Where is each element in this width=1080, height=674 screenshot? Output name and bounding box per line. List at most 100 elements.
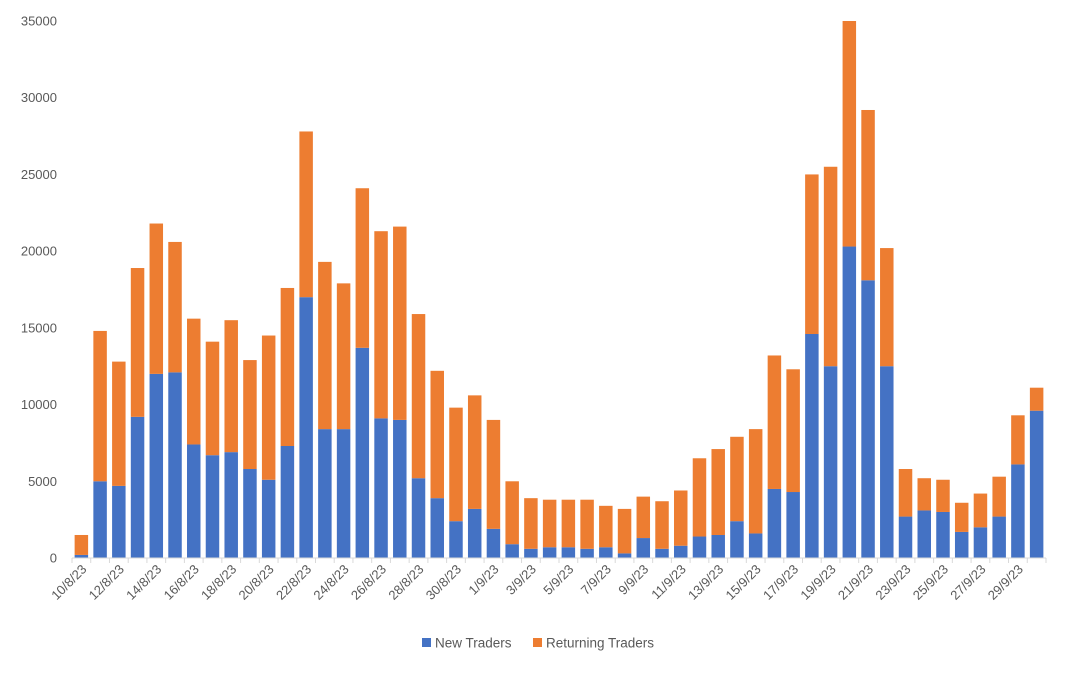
bar-new-traders (898, 516, 913, 558)
bar-returning-traders (318, 261, 332, 430)
x-tick-label: 7/9/23 (578, 562, 614, 598)
legend-swatch (422, 638, 431, 647)
bar-new-traders (692, 536, 707, 558)
bar-new-traders (318, 429, 332, 558)
legend-swatch (533, 638, 542, 647)
bars-group (74, 21, 1044, 559)
legend-label: New Traders (435, 636, 512, 651)
x-tick-label: 3/9/23 (503, 562, 539, 598)
bar-returning-traders (355, 188, 370, 348)
bar-new-traders (786, 492, 800, 558)
bar-new-traders (748, 533, 763, 558)
bar-new-traders (261, 479, 276, 558)
bar-returning-traders (243, 360, 257, 470)
bar-returning-traders (224, 320, 238, 453)
x-tick-label: 16/8/23 (161, 562, 202, 603)
x-tick-label: 30/8/23 (423, 562, 464, 603)
bar-returning-traders (542, 499, 557, 548)
bar-returning-traders (168, 241, 182, 373)
bar-returning-traders (449, 407, 463, 522)
bar-new-traders (205, 455, 220, 558)
bar-returning-traders (74, 534, 89, 555)
bar-returning-traders (861, 109, 875, 281)
bar-new-traders (299, 297, 313, 558)
bar-new-traders (187, 444, 201, 558)
bar-new-traders (805, 333, 819, 558)
bar-new-traders (393, 419, 407, 558)
x-tick-label: 23/9/23 (872, 562, 913, 603)
bar-returning-traders (917, 478, 931, 511)
y-tick-label: 20000 (21, 244, 57, 259)
x-tick-label: 27/9/23 (947, 562, 988, 603)
x-tick-label: 11/9/23 (648, 562, 689, 603)
legend: New Traders Returning Traders (422, 636, 654, 651)
bar-returning-traders (1011, 415, 1025, 465)
bar-returning-traders (130, 268, 145, 417)
y-tick-label: 25000 (21, 167, 57, 182)
bar-new-traders (936, 511, 950, 558)
bar-returning-traders (599, 505, 613, 548)
bar-returning-traders (299, 131, 313, 298)
y-tick-label: 30000 (21, 90, 57, 105)
bar-new-traders (130, 416, 145, 558)
bar-returning-traders (205, 341, 220, 456)
bar-new-traders (224, 452, 238, 558)
bar-new-traders (1011, 464, 1025, 558)
bar-new-traders (112, 485, 126, 558)
bar-new-traders (93, 481, 107, 558)
bar-returning-traders (261, 335, 276, 480)
bar-returning-traders (748, 429, 763, 534)
bar-new-traders (505, 544, 519, 558)
bar-returning-traders (636, 496, 651, 539)
x-tick-label: 14/8/23 (123, 562, 164, 603)
x-tick-label: 12/8/23 (86, 562, 127, 603)
bar-returning-traders (692, 458, 707, 537)
legend-label: Returning Traders (546, 636, 654, 651)
bar-returning-traders (823, 166, 838, 367)
bar-returning-traders (561, 499, 576, 548)
bar-returning-traders (411, 314, 426, 479)
bar-returning-traders (880, 248, 894, 367)
bar-new-traders (861, 280, 875, 558)
x-axis: 10/8/2312/8/2314/8/2316/8/2318/8/2320/8/… (48, 557, 1047, 603)
bar-returning-traders (112, 361, 126, 486)
bar-new-traders (599, 547, 613, 558)
x-tick-label: 5/9/23 (540, 562, 576, 598)
x-tick-label: 15/9/23 (723, 562, 764, 603)
bar-returning-traders (842, 21, 857, 247)
bar-new-traders (655, 548, 669, 558)
x-tick-label: 17/9/23 (760, 562, 801, 603)
bar-new-traders (674, 545, 688, 558)
x-tick-label: 25/9/23 (910, 562, 951, 603)
x-tick-label: 22/8/23 (273, 562, 314, 603)
bar-returning-traders (430, 370, 444, 499)
y-tick-label: 0 (50, 551, 57, 566)
bar-returning-traders (374, 231, 388, 419)
bar-new-traders (486, 528, 501, 558)
x-tick-label: 28/8/23 (385, 562, 426, 603)
bar-new-traders (355, 347, 370, 558)
bar-new-traders (74, 554, 89, 558)
x-tick-label: 29/9/23 (985, 562, 1026, 603)
legend-item-new-traders: New Traders (422, 636, 512, 651)
x-tick-label: 10/8/23 (48, 562, 89, 603)
bar-new-traders (973, 527, 988, 558)
y-tick-label: 10000 (21, 397, 57, 412)
bar-returning-traders (336, 283, 351, 430)
bar-returning-traders (992, 476, 1006, 517)
x-tick-label: 21/9/23 (835, 562, 876, 603)
bar-returning-traders (936, 479, 950, 512)
bar-returning-traders (711, 449, 725, 535)
bar-returning-traders (93, 330, 107, 482)
bar-returning-traders (580, 499, 594, 549)
bar-returning-traders (898, 469, 913, 517)
bar-new-traders (449, 521, 463, 558)
bar-returning-traders (467, 395, 482, 509)
bar-new-traders (917, 510, 931, 558)
bar-new-traders (561, 547, 576, 558)
x-tick-label: 9/9/23 (615, 562, 651, 598)
bar-new-traders (467, 508, 482, 558)
bar-new-traders (280, 445, 295, 558)
bar-returning-traders (954, 502, 969, 532)
bar-returning-traders (486, 419, 501, 529)
